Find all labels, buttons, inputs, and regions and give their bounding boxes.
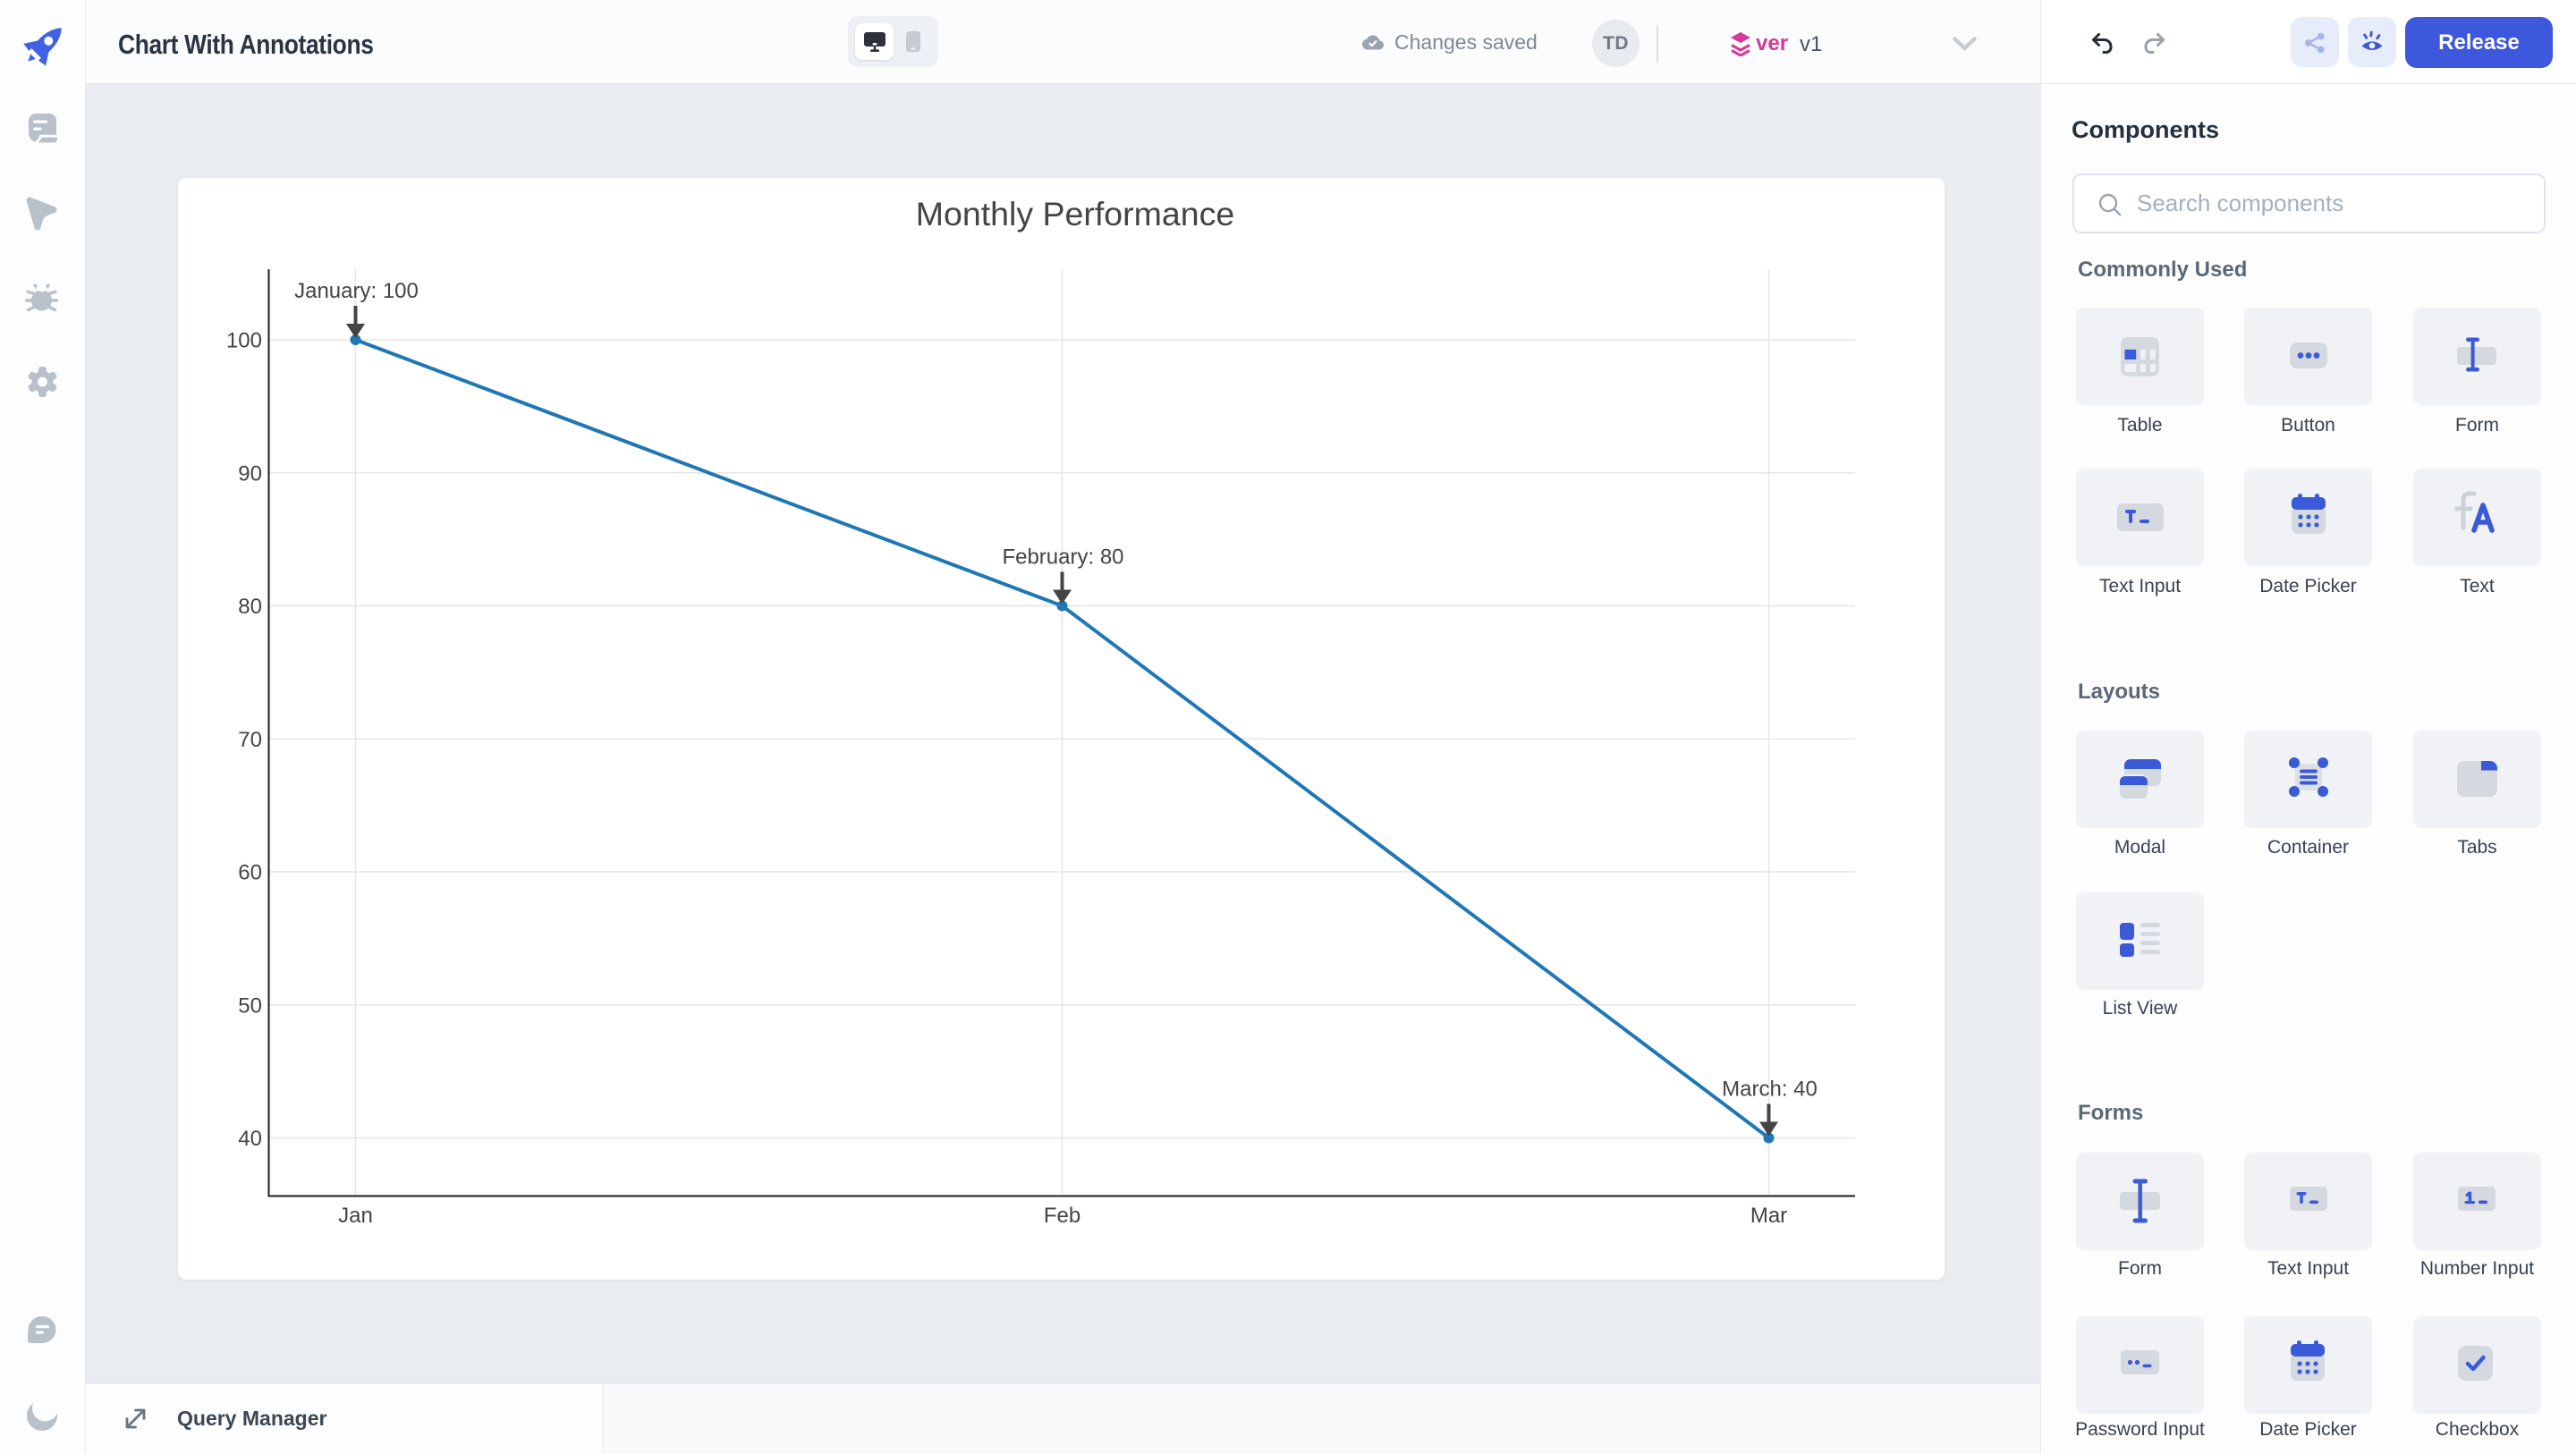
svg-text:February: 80: February: 80	[1002, 545, 1123, 570]
svg-text:Feb: Feb	[1044, 1204, 1080, 1228]
svg-text:90: 90	[238, 461, 262, 486]
svg-text:Jan: Jan	[338, 1204, 373, 1228]
svg-text:50: 50	[238, 993, 262, 1018]
svg-text:40: 40	[238, 1127, 262, 1151]
svg-text:60: 60	[238, 861, 262, 885]
svg-text:100: 100	[226, 329, 262, 353]
svg-text:Monthly Performance: Monthly Performance	[916, 195, 1234, 232]
svg-text:Mar: Mar	[1750, 1204, 1787, 1228]
svg-text:70: 70	[238, 728, 262, 752]
svg-text:80: 80	[238, 595, 262, 619]
svg-text:January: 100: January: 100	[294, 279, 419, 303]
svg-text:March: 40: March: 40	[1722, 1078, 1818, 1102]
